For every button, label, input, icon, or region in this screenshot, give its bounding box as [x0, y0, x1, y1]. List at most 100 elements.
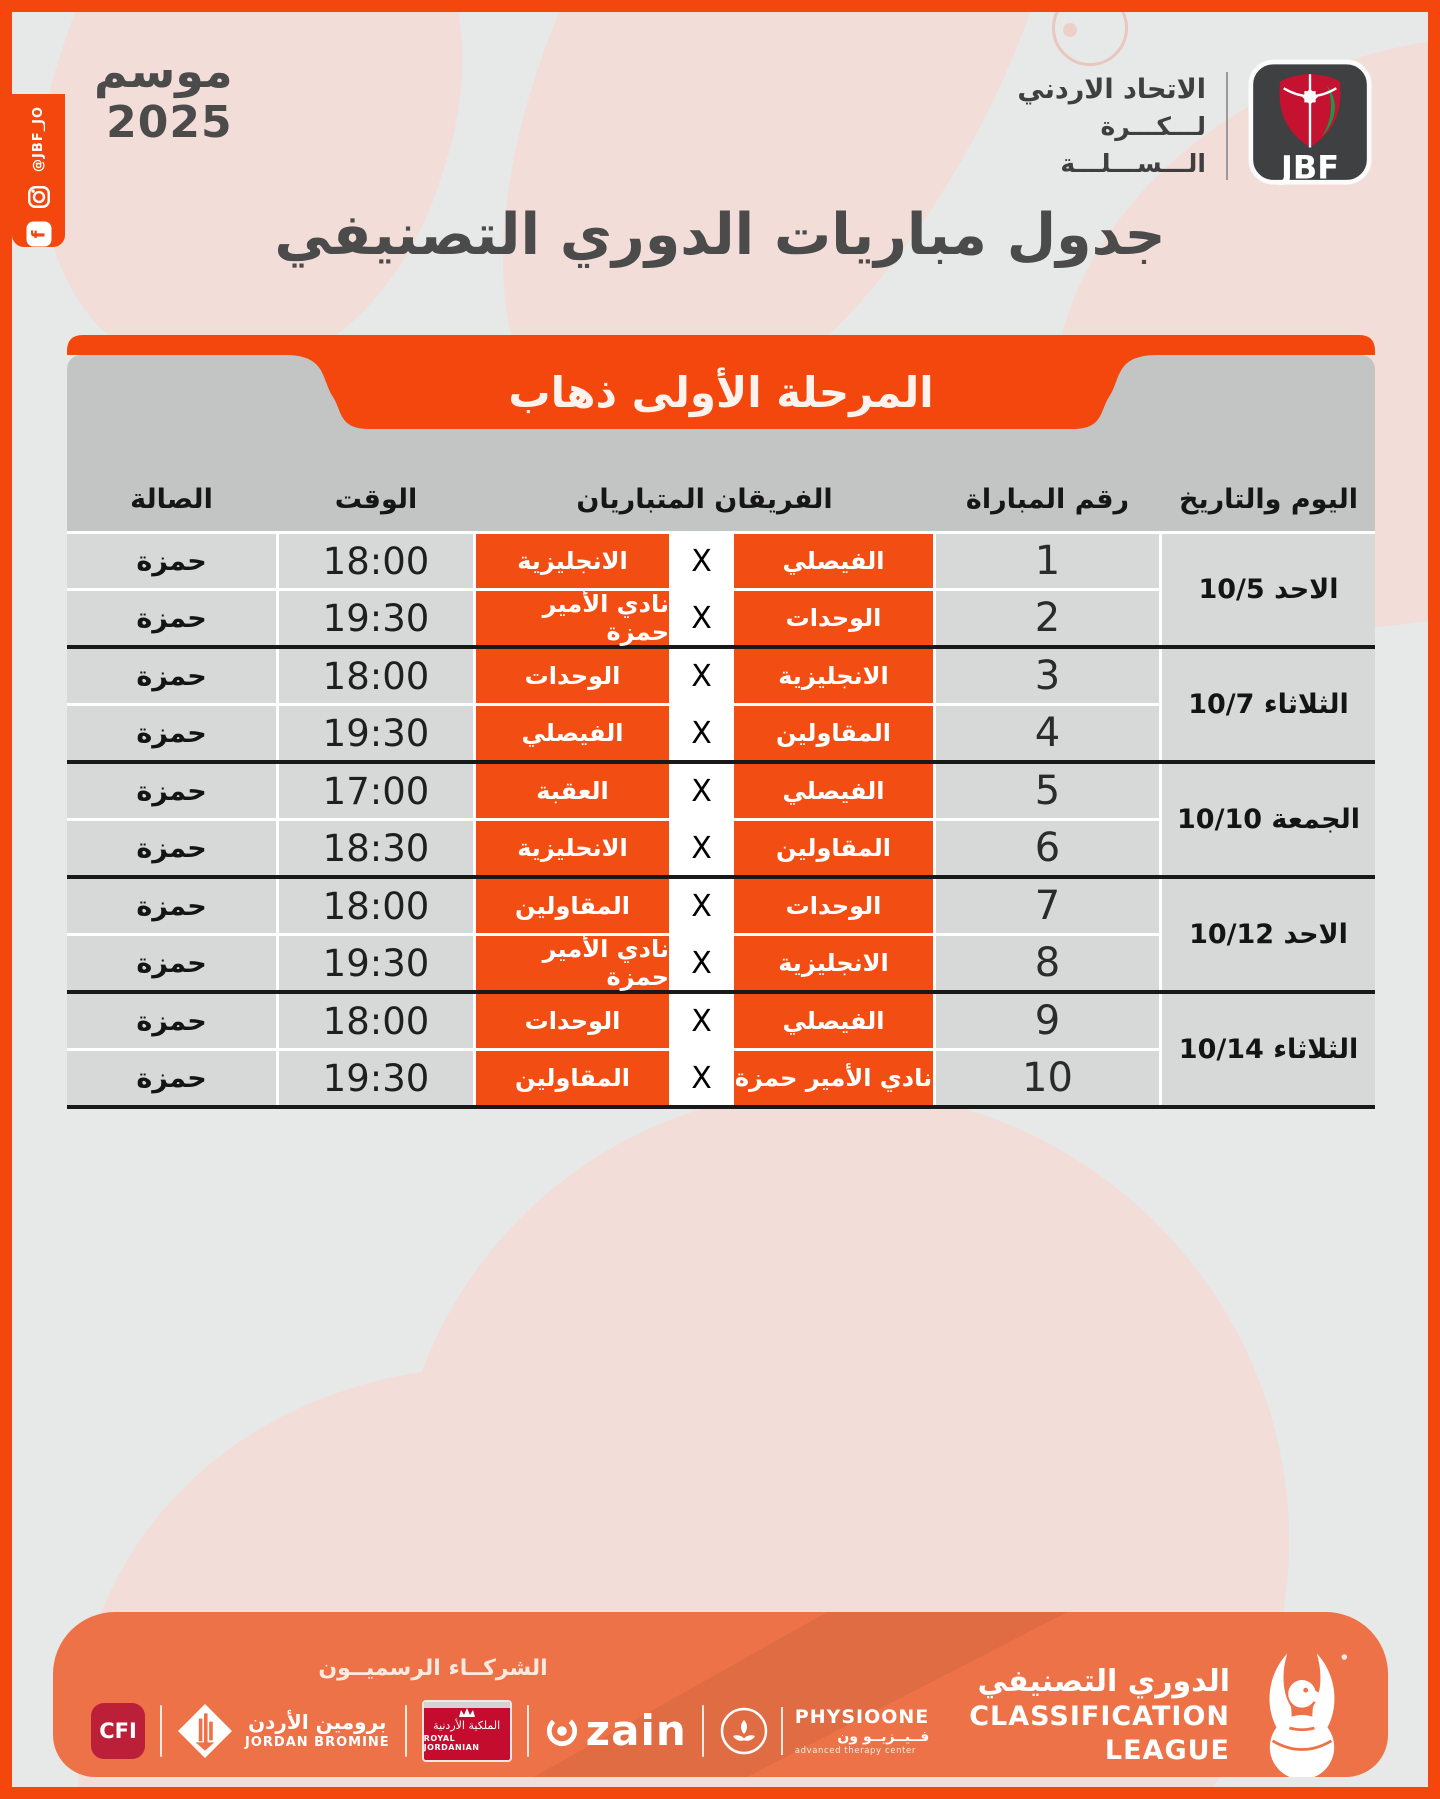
date-cell: الثلاثاء 10/7: [1162, 649, 1375, 760]
match-number-cell: 6: [936, 821, 1159, 875]
column-header-teams: الفريقان المتباريان: [576, 484, 833, 515]
vs-mark: X: [669, 706, 734, 760]
vs-mark: X: [669, 1051, 734, 1105]
row-separator: [67, 818, 1159, 821]
table-top-separator: [67, 531, 1375, 534]
group-rows: حمزة 18:00 الوحدات X الانجليزية 3 حمزة 1…: [67, 649, 1159, 760]
facebook-icon: f: [26, 222, 51, 248]
physioone-name-en: PHYSIOONE: [794, 1706, 930, 1729]
physioone-icon: [720, 1707, 768, 1755]
match-row: حمزة 18:00 المقاولين X الوحدات 7: [67, 879, 1159, 933]
federation-name-line1: الاتحاد الاردني: [1017, 74, 1206, 106]
federation-header: الاتحاد الاردني لـــكـــرة الـــســـلـــ…: [1017, 58, 1372, 194]
row-separator: [67, 933, 1159, 936]
schedule-group: حمزة 18:00 الوحدات X الانجليزية 3 حمزة 1…: [67, 649, 1375, 760]
poster-page: @JBF_JO f موسم 2025 الاتحاد الاردني لـــ…: [12, 12, 1428, 1787]
schedule-group: حمزة 18:00 الانجليزية X الفيصلي 1 حمزة 1…: [67, 534, 1375, 646]
hall-cell: حمزة: [67, 649, 276, 703]
facebook-glyph: f: [26, 222, 51, 248]
hall-cell: حمزة: [67, 994, 276, 1048]
group-rows: حمزة 18:00 الانجليزية X الفيصلي 1 حمزة 1…: [67, 534, 1159, 646]
match-number-cell: 7: [936, 879, 1159, 933]
time-cell: 19:30: [279, 1051, 473, 1105]
group-separator: [67, 645, 1375, 649]
league-badge: الدوري التصنيفي CLASSIFICATION LEAGUE: [969, 1646, 1358, 1777]
vs-mark: X: [669, 994, 734, 1048]
zain-logo: zain: [544, 1710, 687, 1752]
date-cell: الاحد 10/12: [1162, 879, 1375, 990]
time-cell: 19:30: [279, 591, 473, 645]
schedule-group: حمزة 18:00 الوحدات X الفيصلي 9 حمزة 19:3…: [67, 994, 1375, 1105]
stage-banner-label: المرحلة الأولى ذهاب: [508, 367, 934, 417]
home-team-box: الانجليزية: [734, 649, 933, 703]
federation-name-line3: الـــســـلـــة: [1060, 148, 1206, 178]
federation-name-line2: لـــكـــرة: [1100, 112, 1206, 142]
group-rows: حمزة 18:00 المقاولين X الوحدات 7 حمزة 19…: [67, 879, 1159, 991]
match-number-cell: 10: [936, 1051, 1159, 1105]
match-number-cell: 8: [936, 936, 1159, 990]
physioone-logo: PHYSIOONE فــيــزيــو ون advanced therap…: [719, 1706, 930, 1756]
vs-mark: X: [669, 649, 734, 703]
physioone-divider: [780, 1707, 783, 1755]
match-number-cell: 3: [936, 649, 1159, 703]
column-header-hall: الصالة: [130, 484, 213, 515]
away-team-box: نادي الأمير حمزة: [476, 590, 669, 646]
away-team-box: الوحدات: [476, 994, 669, 1048]
instagram-icon: [26, 184, 52, 210]
sponsor-divider: [701, 1705, 704, 1757]
match-row: حمزة 19:30 نادي الأمير حمزة X الوحدات 2: [67, 590, 1159, 646]
match-row: حمزة 18:00 الوحدات X الانجليزية 3: [67, 649, 1159, 703]
home-team-box: الفيصلي: [734, 764, 933, 818]
cfi-logo: CFI: [91, 1703, 145, 1759]
match-number-cell: 9: [936, 994, 1159, 1048]
vs-mark: X: [669, 879, 734, 933]
away-team-box: نادي الأمير حمزة: [476, 935, 669, 991]
vs-mark: X: [669, 534, 734, 588]
match-number-cell: 4: [936, 706, 1159, 760]
season-block: موسم 2025: [94, 45, 233, 146]
federation-divider: [1226, 72, 1228, 180]
home-team-box: الانجليزية: [734, 936, 933, 990]
hall-cell: حمزة: [67, 764, 276, 818]
league-title-en-line2: LEAGUE: [1104, 1734, 1230, 1766]
hall-cell: حمزة: [67, 821, 276, 875]
match-row: حمزة 19:30 الفيصلي X المقاولين 4: [67, 706, 1159, 760]
group-separator: [67, 990, 1375, 994]
away-team-box: الانجليزية: [476, 534, 669, 588]
match-row: حمزة 19:30 نادي الأمير حمزة X الانجليزية…: [67, 935, 1159, 991]
league-title-ar: الدوري التصنيفي: [977, 1663, 1230, 1699]
away-team-box: الفيصلي: [476, 706, 669, 760]
social-handle: @JBF_JO: [31, 106, 46, 173]
stage-banner-shape: [67, 335, 1375, 429]
group-rows: حمزة 17:00 العقبة X الفيصلي 5 حمزة 18:30…: [67, 764, 1159, 875]
home-team-box: الوحدات: [734, 591, 933, 645]
page-title: جدول مباريات الدوري التصنيفي: [274, 202, 1166, 268]
match-row: حمزة 18:00 الانجليزية X الفيصلي 1: [67, 534, 1159, 588]
royal-jordanian-strip: [423, 1702, 510, 1708]
row-separator: [67, 703, 1159, 706]
row-separator: [67, 588, 1159, 591]
date-cell: الاحد 10/5: [1162, 534, 1375, 645]
away-team-box: العقبة: [476, 764, 669, 818]
match-number-cell: 5: [936, 764, 1159, 818]
time-cell: 19:30: [279, 936, 473, 990]
time-cell: 18:00: [279, 649, 473, 703]
group-separator: [67, 1105, 1375, 1109]
match-number-cell: 2: [936, 591, 1159, 645]
away-team-box: الوحدات: [476, 649, 669, 703]
schedule-group: حمزة 17:00 العقبة X الفيصلي 5 حمزة 18:30…: [67, 764, 1375, 875]
match-row: حمزة 17:00 العقبة X الفيصلي 5: [67, 764, 1159, 818]
home-team-box: المقاولين: [734, 706, 933, 760]
column-header-match-number: رقم المباراة: [965, 484, 1130, 515]
away-team-box: المقاولين: [476, 1051, 669, 1105]
home-team-box: نادي الأمير حمزة: [734, 1051, 933, 1105]
vs-mark: X: [669, 821, 734, 875]
sponsors-row: CFI برومين الأردن JORDAN BROMINE: [91, 1700, 929, 1762]
jordan-bromine-logo: برومين الأردن JORDAN BROMINE: [177, 1703, 390, 1759]
jbf-logo: JBF: [1248, 58, 1372, 194]
time-cell: 19:30: [279, 706, 473, 760]
vs-mark: X: [669, 936, 734, 990]
vs-mark: X: [669, 591, 734, 645]
sponsor-divider: [404, 1705, 407, 1757]
vs-mark: X: [669, 764, 734, 818]
